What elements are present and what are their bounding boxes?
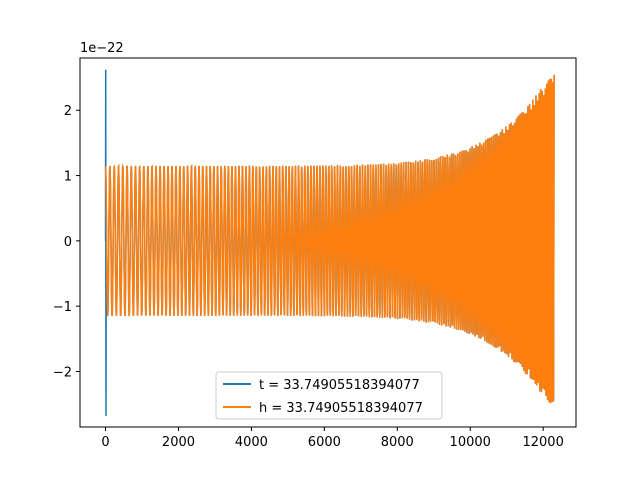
y-tick-label: 1 bbox=[64, 170, 72, 185]
y-tick-label: 0 bbox=[64, 235, 72, 250]
y-axis: −2 −1 0 1 2 bbox=[53, 104, 80, 380]
y-tick-label: −1 bbox=[53, 300, 72, 315]
legend-box bbox=[215, 371, 443, 420]
x-tick-label: 10000 bbox=[450, 435, 491, 450]
x-tick-label: 8000 bbox=[381, 435, 414, 450]
series-line-h bbox=[104, 74, 555, 404]
x-axis: 0 2000 4000 6000 8000 10000 12000 bbox=[101, 427, 564, 450]
x-tick-label: 6000 bbox=[308, 435, 341, 450]
legend: t = 33.74905518394077 h = 33.74905518394… bbox=[215, 371, 443, 420]
plot-area bbox=[104, 69, 555, 416]
axes-frame bbox=[79, 57, 577, 428]
legend-label-h: h = 33.74905518394077 bbox=[259, 401, 423, 416]
x-tick-label: 2000 bbox=[162, 435, 195, 450]
x-tick-label: 12000 bbox=[522, 435, 563, 450]
y-scale-label: 1e−22 bbox=[80, 41, 124, 56]
legend-label-t: t = 33.74905518394077 bbox=[259, 378, 420, 393]
y-tick-label: −2 bbox=[53, 365, 72, 380]
x-tick-label: 0 bbox=[101, 435, 109, 450]
y-tick-label: 2 bbox=[64, 104, 72, 119]
x-tick-label: 4000 bbox=[235, 435, 268, 450]
